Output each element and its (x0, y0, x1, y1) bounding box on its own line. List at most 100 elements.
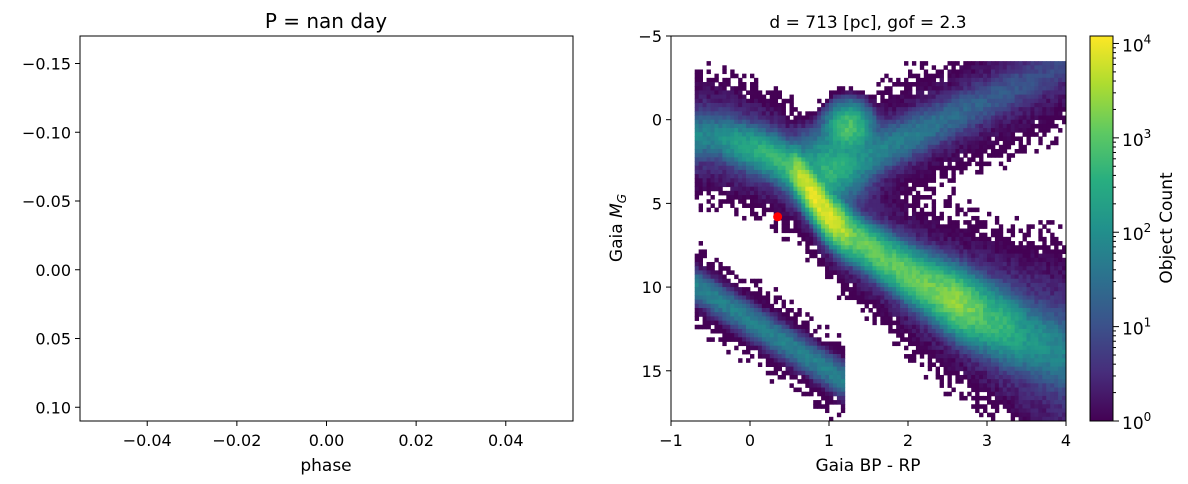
heatmap-cell (785, 345, 790, 351)
heatmap-cell (769, 182, 775, 188)
heatmap-cell (1026, 257, 1031, 263)
heatmap-cell (829, 119, 834, 125)
heatmap-cell (951, 65, 956, 70)
heatmap-cell (809, 186, 814, 192)
heatmap-cell (746, 165, 751, 171)
heatmap-cell (1034, 270, 1039, 275)
heatmap-cell (694, 69, 700, 75)
heatmap-cell (967, 333, 972, 338)
heatmap-cell (951, 186, 956, 192)
heatmap-cell (753, 77, 759, 83)
heatmap-cell (805, 178, 810, 183)
heatmap-cell (698, 128, 703, 133)
heatmap-cell (848, 207, 854, 213)
heatmap-cell (777, 358, 782, 363)
heatmap-cell (990, 337, 996, 342)
heatmap-cell (904, 182, 909, 188)
heatmap-cell (1018, 94, 1023, 100)
heatmap-cell (781, 316, 786, 321)
heatmap-cell (935, 215, 940, 221)
heatmap-cell (1010, 107, 1016, 112)
heatmap-cell (998, 316, 1004, 321)
heatmap-cell (876, 228, 881, 234)
heatmap-cell (832, 169, 838, 175)
heatmap-cell (726, 195, 731, 200)
heatmap-cell (1006, 119, 1012, 125)
heatmap-cell (1010, 333, 1016, 338)
heatmap-cell (734, 211, 739, 217)
heatmap-cell (769, 312, 775, 317)
heatmap-cell (864, 295, 869, 301)
heatmap-cell (789, 383, 794, 388)
heatmap-cell (943, 90, 948, 95)
heatmap-cell (813, 328, 818, 334)
heatmap-cell (1038, 266, 1043, 271)
heatmap-cell (1010, 115, 1016, 121)
heatmap-cell (1034, 379, 1039, 384)
heatmap-cell (888, 215, 893, 221)
heatmap-cell (840, 174, 846, 179)
heatmap-cell (718, 337, 723, 342)
heatmap-cell (694, 257, 700, 263)
heatmap-cell (777, 132, 782, 137)
heatmap-cell (923, 169, 929, 175)
heatmap-cell (904, 354, 909, 359)
heatmap-cell (702, 291, 707, 296)
heatmap-cell (789, 316, 794, 321)
heatmap-cell (1034, 412, 1039, 418)
heatmap-cell (971, 224, 976, 229)
heatmap-cell (900, 320, 905, 326)
heatmap-cell (805, 312, 810, 317)
heatmap-cell (1022, 102, 1027, 108)
heatmap-cell (979, 354, 984, 359)
heatmap-cell (955, 148, 960, 154)
heatmap-cell (908, 174, 913, 179)
heatmap-cell (781, 174, 786, 179)
heatmap-cell (742, 203, 747, 208)
heatmap-cell (959, 341, 964, 347)
heatmap-cell (915, 316, 921, 321)
heatmap-cell (832, 94, 838, 100)
heatmap-cell (1002, 400, 1008, 405)
heatmap-cell (963, 232, 968, 238)
heatmap-cell (987, 337, 992, 342)
heatmap-cell (844, 207, 850, 213)
heatmap-cell (809, 362, 814, 367)
heatmap-cell (805, 374, 810, 380)
heatmap-cell (1022, 404, 1027, 409)
heatmap-cell (939, 119, 944, 125)
heatmap-cell (1026, 270, 1031, 275)
heatmap-cell (730, 337, 735, 342)
heatmap-cell (971, 61, 976, 66)
heatmap-cell (955, 320, 960, 326)
heatmap-cell (1006, 379, 1012, 384)
heatmap-cell (777, 341, 782, 347)
heatmap-cell (990, 400, 996, 405)
heatmap-cell (955, 144, 960, 150)
heatmap-cell (884, 211, 889, 217)
heatmap-cell (753, 320, 759, 326)
heatmap-cell (900, 270, 905, 275)
heatmap-cell (765, 119, 771, 125)
heatmap-cell (896, 148, 901, 154)
heatmap-cell (1030, 119, 1035, 125)
heatmap-cell (911, 358, 917, 363)
heatmap-cell (880, 174, 885, 179)
heatmap-cell (967, 337, 972, 342)
heatmap-cell (722, 144, 727, 150)
heatmap-cell (1002, 98, 1008, 104)
heatmap-cell (698, 182, 703, 188)
heatmap-cell (892, 203, 897, 208)
heatmap-cell (765, 186, 771, 192)
heatmap-cell (1010, 320, 1016, 326)
heatmap-cell (1022, 73, 1027, 79)
heatmap-cell (911, 299, 917, 305)
heatmap-cell (860, 153, 865, 158)
heatmap-cell (951, 278, 956, 284)
heatmap-cell (959, 94, 964, 100)
heatmap-cell (1022, 144, 1027, 150)
heatmap-cell (742, 115, 747, 121)
heatmap-cell (935, 261, 940, 267)
heatmap-cell (829, 111, 834, 116)
heatmap-cell (927, 349, 933, 355)
